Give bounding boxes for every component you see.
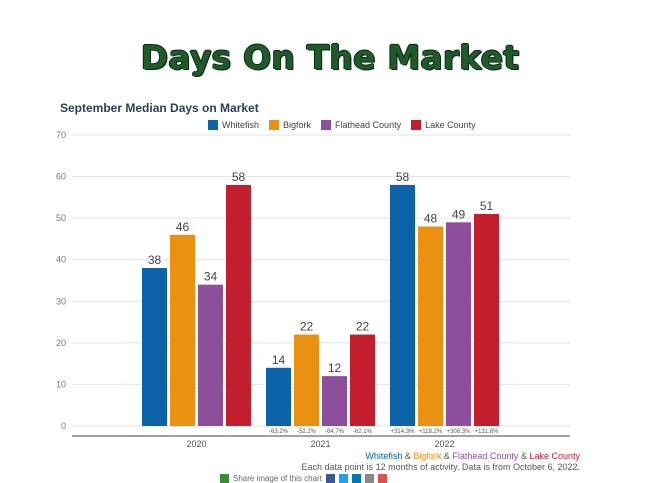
bar	[418, 226, 443, 426]
change-label: -52.2%	[297, 429, 317, 435]
bar	[294, 334, 319, 426]
change-label: +314.3%	[391, 429, 416, 435]
share-bar: Share image of this chart	[220, 474, 387, 483]
bar	[142, 268, 167, 426]
data-footnote: Each data point is 12 months of activity…	[301, 462, 580, 472]
footer-series-name: Flathead County	[452, 451, 519, 461]
facebook-icon[interactable]	[325, 474, 335, 483]
footer-series-name: Whitefish	[365, 451, 403, 461]
chart-title: September Median Days on Market	[60, 101, 259, 115]
twitter-icon[interactable]	[338, 474, 348, 483]
footer-series-name: Bigfork	[413, 451, 442, 461]
legend-label: Flathead County	[335, 120, 402, 130]
bar-value-label: 51	[480, 199, 494, 213]
y-tick-label: 0	[61, 421, 66, 431]
x-tick-label: 2020	[186, 439, 206, 449]
linkedin-icon[interactable]	[351, 474, 361, 483]
bar	[322, 376, 347, 426]
bar-value-label: 48	[424, 211, 438, 225]
y-tick-label: 10	[56, 379, 66, 389]
legend-item[interactable]: Bigfork	[269, 120, 311, 130]
legend-item[interactable]: Lake County	[411, 120, 476, 130]
share-icon[interactable]	[220, 474, 229, 483]
change-label: -64.7%	[325, 429, 345, 435]
bar-value-label: 14	[272, 353, 286, 367]
bar-value-label: 22	[300, 320, 314, 334]
bar-value-label: 49	[452, 207, 466, 221]
share-text[interactable]: Share image of this chart	[233, 474, 322, 483]
legend-label: Lake County	[425, 120, 476, 130]
bar-value-label: 22	[356, 320, 370, 334]
legend-label: Bigfork	[283, 120, 312, 130]
page-title: Days On The Market	[140, 38, 520, 77]
footer-series-name: Lake County	[529, 451, 580, 461]
footer-separator: &	[518, 451, 530, 461]
bar	[446, 222, 471, 426]
chart-legend: Whitefish Bigfork Flathead County Lake Coun…	[208, 118, 476, 132]
bar	[474, 213, 499, 426]
link-icon[interactable]	[377, 474, 387, 483]
legend-label: Whitefish	[222, 120, 260, 130]
bar	[390, 184, 415, 426]
change-label: +131.8%	[475, 429, 500, 435]
y-tick-label: 50	[56, 213, 66, 223]
y-tick-label: 30	[56, 296, 66, 306]
bar	[350, 334, 375, 426]
bar-value-label: 58	[232, 170, 246, 184]
bar	[266, 367, 291, 426]
legend-item[interactable]: Whitefish	[208, 120, 259, 130]
change-label: +118.2%	[419, 429, 443, 435]
y-tick-label: 60	[56, 172, 66, 182]
x-tick-label: 2022	[434, 439, 454, 449]
legend-item[interactable]: Flathead County	[321, 120, 401, 130]
bar-value-label: 12	[328, 361, 342, 375]
legend-swatch	[208, 120, 218, 130]
bar	[198, 284, 223, 426]
bar	[170, 234, 195, 426]
change-label: -63.2%	[269, 429, 289, 435]
series-names-footer: Whitefish & Bigfork & Flathead County & …	[365, 451, 580, 461]
legend-swatch	[321, 120, 332, 130]
y-tick-label: 20	[56, 338, 66, 348]
bar-value-label: 46	[176, 220, 190, 234]
y-tick-label: 40	[56, 255, 66, 265]
footer-separator: &	[402, 451, 414, 461]
legend-swatch	[411, 120, 422, 130]
change-label: +308.3%	[447, 429, 472, 435]
y-tick-label: 70	[56, 130, 66, 140]
footer-separator: &	[441, 451, 453, 461]
change-label: -62.1%	[353, 429, 373, 435]
legend-swatch	[269, 120, 280, 130]
bar-value-label: 38	[148, 253, 162, 267]
bar	[226, 184, 251, 426]
bar-value-label: 34	[204, 270, 218, 284]
x-tick-label: 2021	[310, 439, 330, 449]
email-icon[interactable]	[364, 474, 374, 483]
bar-value-label: 58	[396, 170, 410, 184]
